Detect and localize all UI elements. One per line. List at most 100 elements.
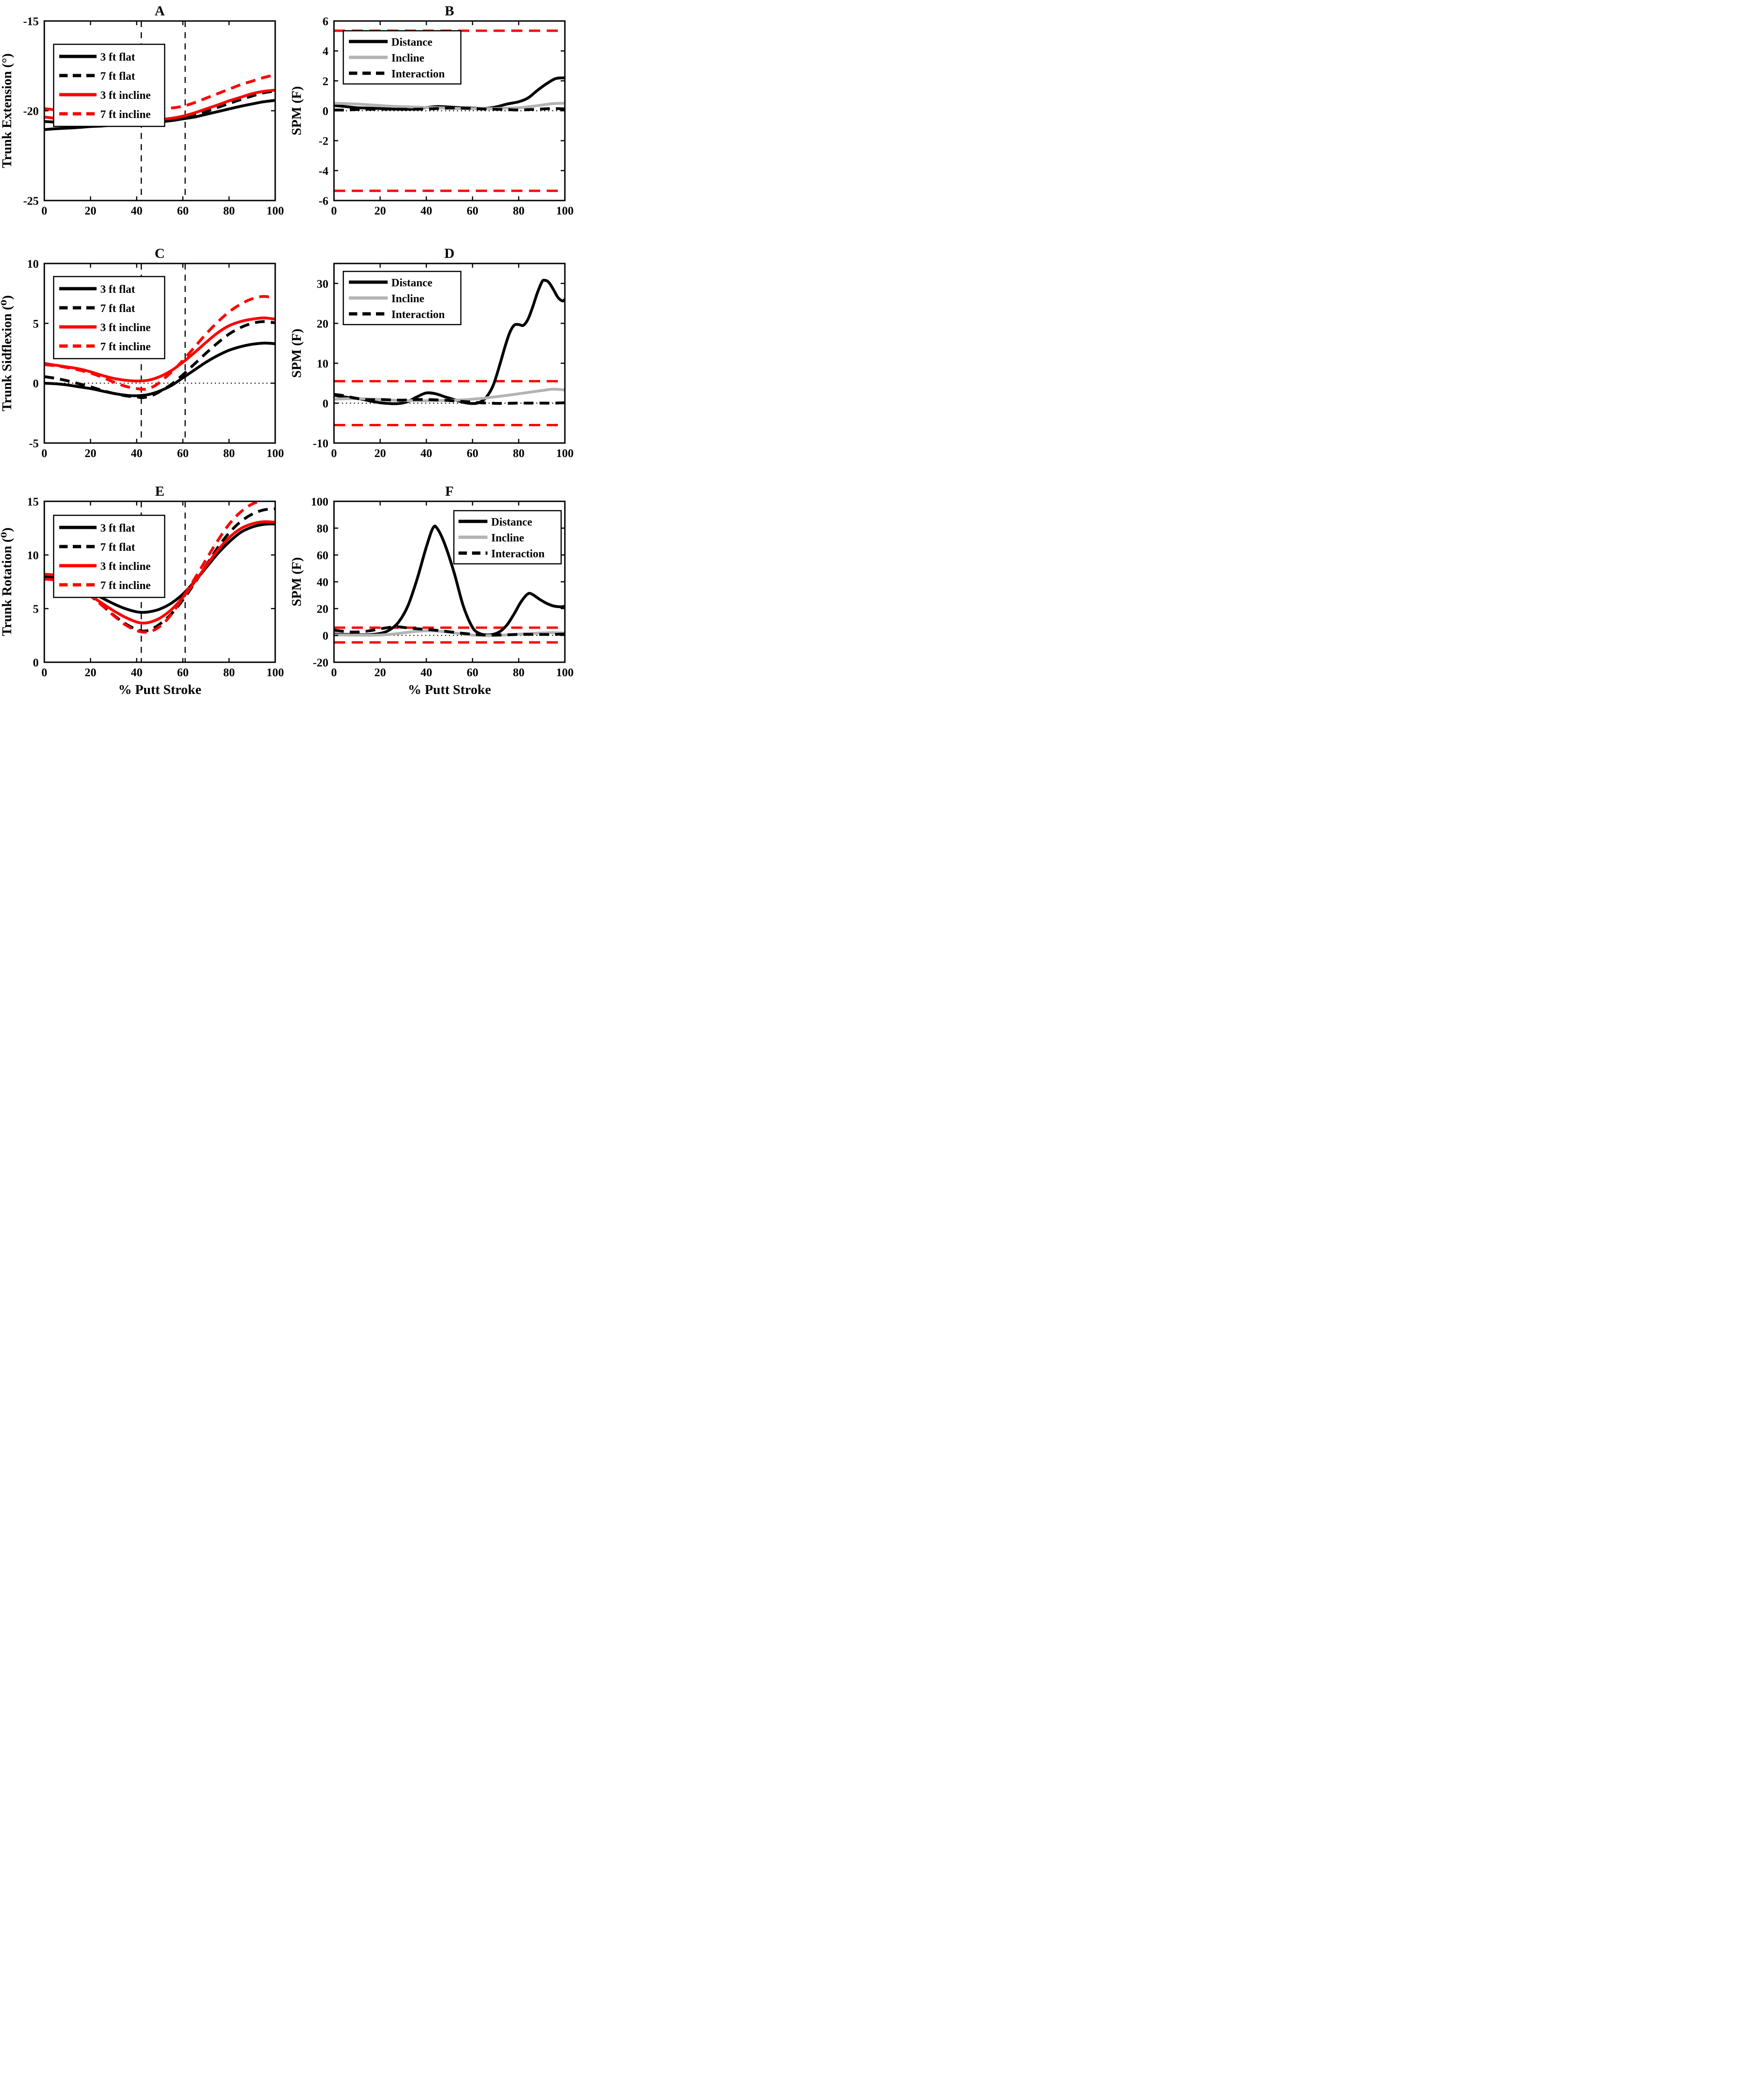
y-tick-label: -25 xyxy=(23,195,39,208)
x-tick-label: 80 xyxy=(223,447,235,460)
x-axis: 0 20 40 60 80 100 xyxy=(331,501,574,679)
panel-title: D xyxy=(445,246,455,261)
x-tick-label: 40 xyxy=(421,666,432,679)
y-tick-label: -2 xyxy=(319,135,328,148)
series-interaction-line xyxy=(334,106,564,111)
series-7-ft-flat-line xyxy=(45,320,275,399)
x-tick-label: 80 xyxy=(223,666,235,679)
y-tick-label: 0 xyxy=(33,378,39,390)
legend: 3 ft flat 7 ft flat 3 ft incline 7 ft incli… xyxy=(53,43,166,127)
legend: Distance Incline Interaction xyxy=(342,270,462,326)
x-tick-label: 80 xyxy=(513,447,525,460)
y-axis: -10 0 10 20 30 xyxy=(313,278,565,450)
y-tick-label: 0 xyxy=(33,657,39,669)
panel-title: F xyxy=(445,484,453,499)
x-tick-label: 0 xyxy=(42,666,48,679)
panel-f: 0 20 40 60 80 100 -20 0 20 40 60 80 100 F SPM (F)% Put… xyxy=(290,466,579,700)
x-tick-label: 40 xyxy=(131,205,143,217)
y-tick-label: -10 xyxy=(313,437,328,450)
x-axis-label: % Putt Stroke xyxy=(118,682,201,697)
y-axis-label: SPM (F) xyxy=(290,557,304,607)
series-7-ft-flat-line xyxy=(45,507,275,633)
y-tick-label: -15 xyxy=(23,15,39,28)
x-tick-label: 80 xyxy=(513,666,525,679)
plot-area xyxy=(334,525,564,644)
y-axis: -5 0 5 10 xyxy=(27,258,275,450)
panel-e-canvas: 0 20 40 60 80 100 0 5 10 15 E Trunk Rotation (⁰) % P… xyxy=(0,484,284,697)
x-tick-label: 80 xyxy=(513,205,525,217)
legend-label-distance: Distance xyxy=(391,277,432,289)
x-tick-label: 100 xyxy=(556,447,574,460)
y-tick-label: -20 xyxy=(23,105,39,118)
y-tick-label: 15 xyxy=(27,496,39,508)
y-tick-label: 0 xyxy=(323,630,329,643)
y-axis-label: SPM (F) xyxy=(290,86,304,136)
legend-label-interaction: Interaction xyxy=(391,309,445,321)
x-tick-label: 80 xyxy=(223,205,235,217)
y-tick-label: 100 xyxy=(311,496,329,508)
y-tick-label: 60 xyxy=(317,549,328,562)
legend-label-interaction: Interaction xyxy=(391,68,445,80)
legend: Distance Incline Interaction xyxy=(342,30,462,85)
panel-b-canvas: 0 20 40 60 80 100 -6 -4 -2 0 2 4 6 B SPM (F) Distance In… xyxy=(290,3,574,217)
legend-label-3-ft-flat: 3 ft flat xyxy=(100,522,135,534)
panel-title: C xyxy=(155,246,165,261)
y-tick-label: 80 xyxy=(317,523,328,535)
x-tick-label: 0 xyxy=(331,666,337,679)
panel-b: 0 20 40 60 80 100 -6 -4 -2 0 2 4 6 B SPM (F) Distance In… xyxy=(290,0,579,233)
x-tick-label: 20 xyxy=(375,205,386,217)
x-axis: 0 20 40 60 80 100 xyxy=(42,21,284,217)
y-tick-label: 5 xyxy=(33,603,39,616)
series-interaction-line xyxy=(334,393,564,405)
y-axis-label: Trunk Sidflexion (⁰) xyxy=(0,295,14,411)
series-distance-line xyxy=(334,525,564,637)
y-axis-label: Trunk Rotation (⁰) xyxy=(0,527,14,636)
y-tick-label: 20 xyxy=(317,603,328,616)
x-axis: 0 20 40 60 80 100 xyxy=(331,21,574,217)
series-incline-line xyxy=(334,629,564,637)
x-tick-label: 40 xyxy=(131,447,143,460)
axes-box xyxy=(43,263,276,444)
axes-box xyxy=(333,263,566,444)
legend-label-3-ft-incline: 3 ft incline xyxy=(100,561,151,573)
y-tick-label: 0 xyxy=(323,105,329,118)
legend-label-3-ft-incline: 3 ft incline xyxy=(100,90,151,102)
x-tick-label: 100 xyxy=(266,666,284,679)
y-tick-label: -4 xyxy=(319,165,328,178)
x-tick-label: 100 xyxy=(266,205,284,217)
y-axis: -20 0 20 40 60 80 100 xyxy=(311,496,565,669)
x-tick-label: 40 xyxy=(421,447,432,460)
x-tick-label: 0 xyxy=(42,205,48,217)
x-tick-label: 100 xyxy=(556,666,574,679)
x-tick-label: 20 xyxy=(375,666,386,679)
legend-label-7-ft-flat: 7 ft flat xyxy=(100,303,135,315)
panel-c: 0 20 40 60 80 100 -5 0 5 10 C Trunk Sidflexion (⁰) 3… xyxy=(0,233,290,466)
y-tick-label: 5 xyxy=(33,318,39,330)
panel-title: E xyxy=(155,484,164,499)
x-tick-label: 0 xyxy=(331,447,337,460)
x-tick-label: 20 xyxy=(85,666,97,679)
y-tick-label: -6 xyxy=(319,195,328,208)
x-tick-label: 20 xyxy=(85,205,97,217)
x-tick-label: 60 xyxy=(177,205,189,217)
x-tick-label: 60 xyxy=(467,447,479,460)
y-tick-label: -5 xyxy=(29,437,39,450)
panel-title: B xyxy=(445,3,454,19)
y-axis: -6 -4 -2 0 2 4 6 xyxy=(319,15,565,208)
legend-label-incline: Incline xyxy=(491,532,524,544)
x-tick-label: 20 xyxy=(375,447,386,460)
y-axis: -25 -20 -15 xyxy=(23,15,275,208)
x-tick-label: 40 xyxy=(131,666,143,679)
series-7-ft-incline-line xyxy=(45,502,264,634)
y-tick-label: 40 xyxy=(317,576,328,589)
y-tick-label: 0 xyxy=(323,397,329,410)
x-axis: 0 20 40 60 80 100 xyxy=(42,263,284,460)
x-tick-label: 60 xyxy=(467,205,479,217)
y-axis: 0 5 10 15 xyxy=(27,496,275,669)
y-tick-label: 2 xyxy=(323,75,329,88)
legend-label-7-ft-flat: 7 ft flat xyxy=(100,70,135,83)
x-tick-label: 0 xyxy=(331,205,337,217)
panel-a: 0 20 40 60 80 100 -25 -20 -15 A Trunk Extension (°… xyxy=(0,0,290,233)
